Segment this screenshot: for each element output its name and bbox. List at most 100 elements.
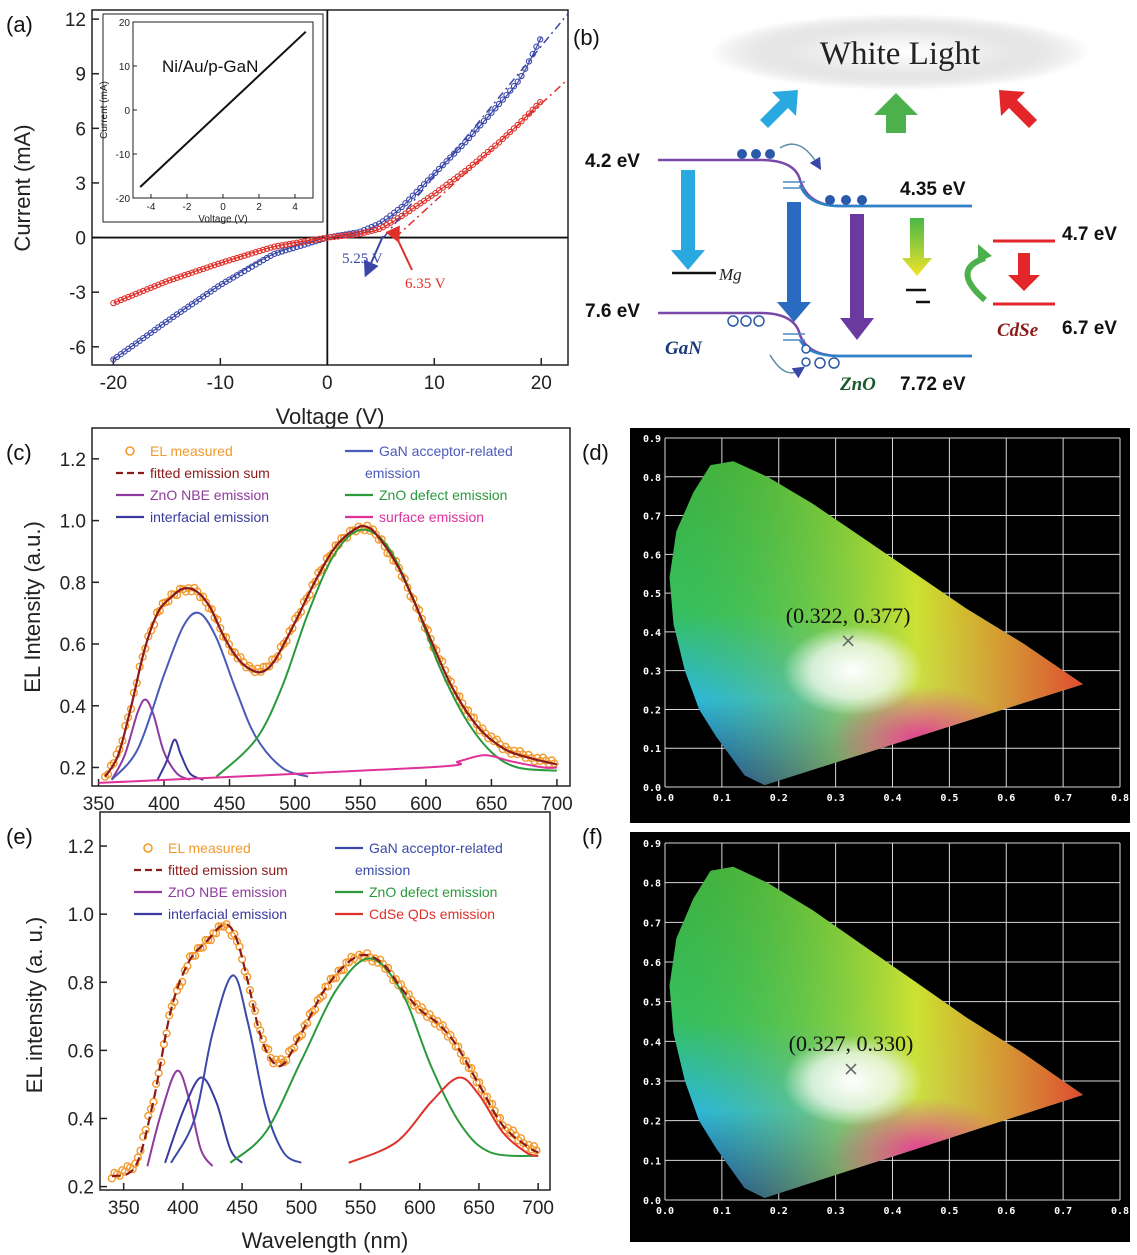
cie-y-tick-label: 0.9 [643,839,661,850]
iv-data-point [525,58,533,65]
iv-data-point [480,117,488,125]
legend-label: CdSe QDs emission [369,906,495,922]
y-tick-label: 0.2 [68,1178,94,1199]
el-measured-point [154,1068,163,1078]
cie-white-region [782,625,923,716]
y-tick-label: 0.8 [60,573,86,594]
inset-x-tick-label: 0 [220,202,226,213]
el-measured-point [204,935,213,945]
iv-data-point [181,272,188,279]
gan-mg-transition-arrow [671,170,705,270]
cie-y-tick-label: 0.8 [643,879,661,890]
cie-point-label: (0.327, 0.330) [789,1031,914,1056]
zno-nbe-transition-arrow [840,214,874,340]
linear-fit-red [394,78,569,239]
x-tick-label: 400 [148,794,180,815]
cie-x-tick-label: 0.1 [713,1206,731,1217]
inset-y-tick-label: -20 [116,194,131,205]
iv-data-point [413,188,420,196]
panel-c-legend: EL measured fitted emission sum ZnO NBE em… [116,443,513,525]
iv-data-point [271,250,278,257]
el-measured-point [303,1019,312,1028]
iv-data-point [480,152,488,159]
y-tick-label: -6 [69,338,86,359]
fitted-emission-sum [104,524,558,778]
zno-label: ZnO [839,374,876,395]
interfacial-transition-arrow [777,202,811,322]
emission-component-curve [164,1076,243,1164]
cie-x-tick-label: 0.8 [1111,1206,1129,1217]
cie-point-label: (0.322, 0.377) [786,603,911,628]
iv-data-point [215,260,222,267]
emission-component-curve [348,1076,539,1164]
legend-label: EL measured [168,840,251,856]
y-tick-label: -3 [69,283,86,304]
inset-x-tick-label: 4 [292,202,298,213]
cie-x-tick-label: 0.0 [656,793,674,804]
el-measured-point [495,1113,505,1123]
iv-data-point [222,258,229,265]
legend-label: ZnO defect emission [379,487,507,503]
cie-y-tick-label: 0.0 [643,1196,661,1207]
inset-y-tick-label: -10 [116,150,131,161]
iv-data-point [465,134,473,142]
iv-data-point [473,126,480,133]
panel-f: (f) 0.0 0.1 0.2 0.3 0.4 0.5 0.6 0.7 0.8 0.0 0.1 0.2… [582,824,1130,1242]
iv-data-point [162,278,169,285]
energy-transfer-arrow [964,255,987,303]
el-measured-point [394,563,404,573]
panel-e-legend: EL measured fitted emission sum ZnO NBE em… [134,840,503,922]
fitted-emission-sum [111,923,539,1178]
cie-y-tick-label: 0.1 [643,744,661,755]
panel-label-f: (f) [582,824,603,849]
inset-xlabel: Voltage (V) [198,214,247,225]
cie-x-tick-label: 0.6 [997,793,1015,804]
y-tick-label: 6 [75,119,86,140]
iv-data-point [522,114,529,121]
panel-e: (e) 350 400 450 500 550 600 650 700 0.2 0.4 0.6 0.8… [6,811,554,1253]
iv-data-point [158,280,166,287]
emission-component-curve [110,698,191,781]
cie-x-tick-label: 0.8 [1111,793,1129,804]
el-measured-point [467,1063,476,1073]
el-measured-point [311,577,320,586]
el-measured-point [139,1132,148,1141]
x-tick-label: 450 [214,794,246,815]
cie-y-tick-label: 0.1 [643,1156,661,1167]
cie-y-tick-label: 0.3 [643,667,661,678]
iv-data-point [510,125,518,132]
label-7-72-eV: 7.72 eV [900,374,966,395]
cie-x-tick-label: 0.7 [1054,1206,1072,1217]
iv-data-point [447,154,454,161]
y-tick-label: 1.2 [60,450,86,471]
iv-data-point [537,36,544,43]
inset-x-tick-label: 2 [256,202,262,213]
legend-label: ZnO NBE emission [168,884,287,900]
iv-data-point [173,274,181,281]
inset-x-tick-label: -4 [147,202,156,213]
cie-x-tick-label: 0.0 [656,1206,674,1217]
emission-component-curve [98,754,557,784]
legend-label: surface emission [379,509,484,525]
label-4-35-eV: 4.35 eV [900,179,966,200]
el-measured-point [251,1006,260,1016]
inset-iv-line [139,30,307,188]
legend-label: emission [365,465,420,481]
y-tick-label: 0.6 [60,635,86,656]
zno-conduction-band [798,184,972,208]
cie-x-tick-label: 0.6 [997,1206,1015,1217]
el-measured-point [461,705,470,715]
cie-y-tick-label: 0.3 [643,1077,661,1088]
el-measured-point [290,1043,299,1052]
panel-c-frame [91,427,571,787]
iv-data-point [503,132,510,139]
zno-valence-band [798,339,972,358]
label-6-7-eV: 6.7 eV [1062,318,1117,339]
iv-data-point [514,78,521,85]
panel-label-e: (e) [6,824,33,849]
x-tick-label: -10 [207,373,234,394]
panel-e-ticks: 350 400 450 500 550 600 650 700 0.2 0.4 0.6 0.8 1.0 1… [68,837,554,1219]
emission-component-curve [156,738,204,781]
cie-x-tick-label: 0.5 [940,793,958,804]
valence-band [658,311,972,358]
